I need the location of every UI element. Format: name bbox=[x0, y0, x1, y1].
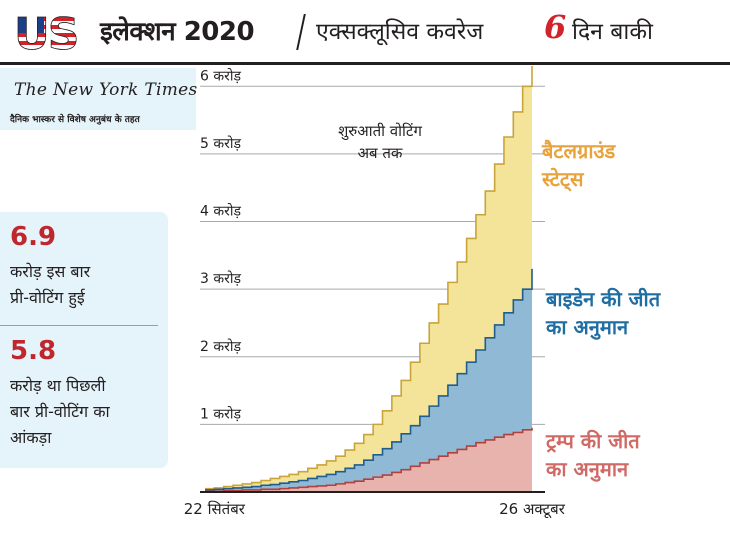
source-box bbox=[0, 68, 196, 130]
header-rule bbox=[0, 62, 730, 65]
stat-current-text-line2: प्री-वोटिंग हुई bbox=[10, 288, 85, 307]
stat-previous-number: 5.8 bbox=[10, 336, 57, 366]
us-flag-logo-icon: US US bbox=[14, 13, 80, 53]
line-battleground bbox=[205, 66, 533, 490]
line-trump bbox=[205, 427, 533, 493]
stats-divider bbox=[0, 325, 158, 326]
stat-current-number: 6.9 bbox=[10, 222, 57, 252]
header-banner: US US इलेक्शन 2020 एक्सक्लूसिव कवरेज 6 द… bbox=[0, 0, 730, 62]
svg-text:US: US bbox=[14, 13, 77, 53]
stat-previous-text-line2: बार प्री-वोटिंग का bbox=[10, 402, 110, 421]
y-tick-label-2: 2 करोड़ bbox=[200, 338, 241, 355]
legend-battleground-line1: बैटलग्राउंड bbox=[541, 139, 616, 163]
area-trump bbox=[205, 427, 532, 492]
stat-current-text-line1: करोड़ इस बार bbox=[10, 262, 91, 281]
legend-battleground-line2: स्टेट्स bbox=[541, 167, 585, 192]
line-biden bbox=[205, 268, 533, 491]
legend-biden-line1: बाइडेन की जीत bbox=[545, 287, 662, 311]
chart-title-line2: अब तक bbox=[358, 144, 403, 162]
x-tick-label-2: 26 अक्टूबर bbox=[499, 500, 566, 519]
y-axis-labels: 1 करोड़ 2 करोड़ 3 करोड़ 4 करोड़ 5 करोड़ 6 करो… bbox=[200, 67, 241, 422]
y-tick-label-1: 1 करोड़ bbox=[200, 405, 241, 422]
stat-previous-text-line3: आंकड़ा bbox=[10, 428, 52, 447]
header-title: इलेक्शन 2020 bbox=[100, 17, 255, 47]
y-tick-label-6: 6 करोड़ bbox=[200, 67, 241, 84]
chart-areas bbox=[205, 66, 533, 493]
y-tick-label-4: 4 करोड़ bbox=[200, 203, 241, 220]
legend-trump-line1: ट्रम्प की जीत bbox=[545, 429, 641, 453]
legend-trump-line2: का अनुमान bbox=[545, 457, 629, 482]
x-axis-labels: 22 सितंबर 26 अक्टूबर bbox=[184, 500, 566, 519]
nyt-logo: The New York Times bbox=[14, 80, 198, 100]
days-remaining-label: दिन बाकी bbox=[572, 19, 653, 45]
chart-title-line1: शुरुआती वोटिंग bbox=[338, 122, 422, 141]
y-tick-label-3: 3 करोड़ bbox=[200, 270, 241, 287]
stats-panel bbox=[0, 212, 168, 468]
source-credit: दैनिक भास्कर से विशेष अनुबंध के तहत bbox=[10, 115, 140, 125]
stat-previous-text-line1: करोड़ था पिछली bbox=[10, 376, 106, 395]
header-subtitle: एक्सक्लूसिव कवरेज bbox=[316, 19, 484, 45]
legend-biden-line2: का अनुमान bbox=[545, 315, 629, 340]
x-tick-label-1: 22 सितंबर bbox=[184, 500, 246, 518]
days-remaining-number: 6 bbox=[544, 8, 567, 46]
area-biden bbox=[205, 268, 532, 492]
y-tick-label-5: 5 करोड़ bbox=[200, 135, 241, 152]
